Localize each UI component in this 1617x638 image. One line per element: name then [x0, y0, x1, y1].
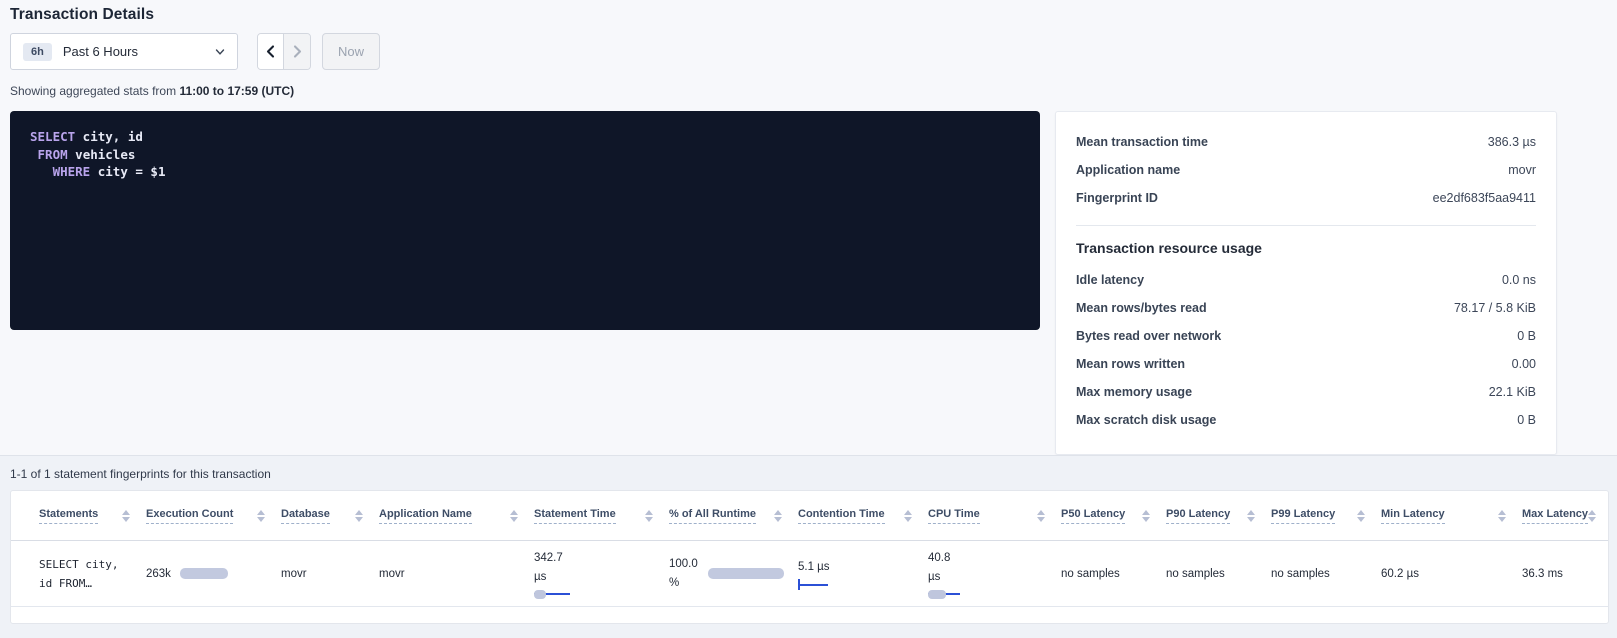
- page-title: Transaction Details: [10, 6, 155, 23]
- column-header-application-name: Application Name: [379, 508, 534, 524]
- contention-time-bar: [798, 579, 858, 590]
- time-range-dropdown[interactable]: 6h Past 6 Hours: [10, 33, 238, 70]
- sort-icon[interactable]: [1142, 509, 1150, 522]
- summary-row-application-name: Application name movr: [1076, 163, 1536, 177]
- statements-section: 1-1 of 1 statement fingerprints for this…: [0, 455, 1617, 638]
- column-header-cpu-time: CPU Time: [928, 508, 1061, 524]
- sort-icon[interactable]: [257, 509, 265, 522]
- execution-count-cell: 263k: [146, 568, 281, 580]
- next-interval-button[interactable]: [284, 34, 310, 69]
- chevron-down-icon: [215, 48, 225, 55]
- table-row: SELECT city, id FROM… 263k movr movr 342…: [11, 541, 1608, 607]
- column-header-p50-latency: P50 Latency: [1061, 508, 1166, 524]
- column-header-max-latency: Max Latency: [1522, 508, 1608, 524]
- sort-icon[interactable]: [510, 509, 518, 522]
- pct-of-all-runtime-bar: [707, 568, 784, 579]
- sort-icon[interactable]: [1498, 509, 1506, 522]
- p99-latency-cell: no samples: [1271, 567, 1330, 580]
- application-name-cell: movr: [379, 567, 405, 580]
- execution-count-bar: [179, 568, 228, 579]
- previous-interval-button[interactable]: [258, 34, 284, 69]
- sql-statement-box: SELECT city, id FROM vehicles WHERE city…: [10, 111, 1040, 330]
- summary-row-idle-latency: Idle latency 0.0 ns: [1076, 273, 1536, 287]
- cpu-time-bar: [928, 589, 988, 599]
- p90-latency-cell: no samples: [1166, 567, 1225, 580]
- time-range-badge: 6h: [23, 42, 52, 61]
- pct-of-all-runtime-cell: 100.0 %: [669, 555, 798, 593]
- max-latency-cell: 36.3 ms: [1522, 567, 1563, 580]
- statement-cell: SELECT city, id FROM…: [39, 555, 146, 593]
- sql-keyword: WHERE: [52, 164, 91, 179]
- transaction-summary-card: Mean transaction time 386.3 µs Applicati…: [1055, 111, 1557, 455]
- summary-divider: [1076, 225, 1536, 226]
- sort-icon[interactable]: [1247, 509, 1255, 522]
- stats-time-range: 11:00 to 17:59 (UTC): [179, 84, 295, 98]
- contention-time-cell: 5.1 µs: [798, 558, 928, 590]
- main-row: SELECT city, id FROM vehicles WHERE city…: [10, 111, 1607, 455]
- sort-icon[interactable]: [774, 509, 782, 522]
- statement-time-bar: [534, 589, 594, 599]
- statements-table: Statements Execution Count Database Appl…: [10, 490, 1609, 624]
- statement-link[interactable]: SELECT city, id FROM…: [39, 557, 119, 590]
- database-cell: movr: [281, 567, 307, 580]
- sort-icon[interactable]: [645, 509, 653, 522]
- column-header-contention-time: Contention Time: [798, 508, 928, 524]
- column-header-p90-latency: P90 Latency: [1166, 508, 1271, 524]
- statement-time-cell: 342.7 µs: [534, 549, 669, 599]
- sort-icon[interactable]: [904, 509, 912, 522]
- summary-row-mean-transaction-time: Mean transaction time 386.3 µs: [1076, 135, 1536, 149]
- statements-count-caption: 1-1 of 1 statement fingerprints for this…: [10, 467, 271, 481]
- sql-keyword: FROM: [37, 146, 68, 162]
- p50-latency-cell: no samples: [1061, 567, 1120, 580]
- sort-icon[interactable]: [1357, 509, 1365, 522]
- column-header-statement-time: Statement Time: [534, 508, 669, 524]
- sort-icon[interactable]: [1588, 509, 1597, 522]
- aggregated-stats-caption: Showing aggregated stats from 11:00 to 1…: [10, 84, 295, 98]
- summary-row-max-memory-usage: Max memory usage 22.1 KiB: [1076, 385, 1536, 399]
- chevron-right-icon: [293, 45, 301, 58]
- time-step-button-group: [257, 33, 311, 70]
- column-header-statements: Statements: [39, 508, 146, 524]
- min-latency-cell: 60.2 µs: [1381, 567, 1419, 580]
- sort-icon[interactable]: [122, 509, 130, 522]
- summary-row-max-scratch-disk-usage: Max scratch disk usage 0 B: [1076, 413, 1536, 427]
- time-controls: 6h Past 6 Hours Now: [10, 33, 1607, 70]
- summary-row-mean-rows-written: Mean rows written 0.00: [1076, 357, 1536, 371]
- summary-row-mean-rows-bytes-read: Mean rows/bytes read 78.17 / 5.8 KiB: [1076, 301, 1536, 315]
- time-range-label: Past 6 Hours: [62, 44, 138, 59]
- column-header-database: Database: [281, 508, 379, 524]
- cpu-time-cell: 40.8 µs: [928, 549, 1061, 599]
- statements-table-header: Statements Execution Count Database Appl…: [11, 491, 1608, 541]
- column-header-pct-of-all-runtime: % of All Runtime: [669, 508, 798, 524]
- summary-row-bytes-read-over-network: Bytes read over network 0 B: [1076, 329, 1536, 343]
- chevron-left-icon: [266, 45, 275, 58]
- summary-row-fingerprint-id: Fingerprint ID ee2df683f5aa9411: [1076, 191, 1536, 205]
- sort-icon[interactable]: [355, 509, 363, 522]
- resource-usage-section-title: Transaction resource usage: [1076, 240, 1262, 256]
- sort-icon[interactable]: [1037, 509, 1045, 522]
- now-button[interactable]: Now: [322, 33, 381, 70]
- column-header-min-latency: Min Latency: [1381, 508, 1522, 524]
- column-header-execution-count: Execution Count: [146, 508, 281, 524]
- upper-section: Transaction Details 6h Past 6 Hours Now …: [10, 6, 1607, 455]
- sql-keyword: SELECT: [30, 129, 76, 144]
- column-header-p99-latency: P99 Latency: [1271, 508, 1381, 524]
